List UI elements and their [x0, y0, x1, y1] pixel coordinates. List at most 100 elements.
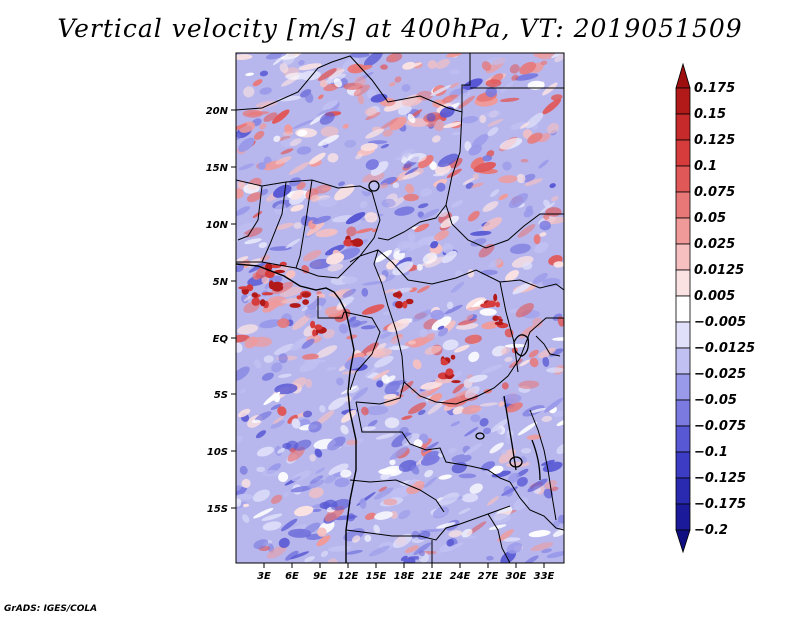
field-cell: [277, 318, 290, 329]
field-cell: [389, 116, 407, 131]
field-cell: [401, 415, 413, 420]
field-cell: [302, 410, 313, 418]
colorbar-cell: [675, 477, 691, 505]
colorbar-cell: [675, 113, 691, 141]
field-cell: [292, 314, 311, 330]
field-cell: [539, 220, 551, 231]
field-cell: [524, 178, 543, 187]
field-cell: [319, 79, 328, 88]
field-cell: [470, 230, 492, 236]
colorbar-cell: [675, 399, 691, 427]
field-cell: [273, 135, 281, 143]
field-cell: [473, 161, 497, 173]
field-cell: [520, 122, 530, 129]
field-cell: [420, 454, 440, 466]
lon-label-15e: 15E: [366, 571, 387, 582]
field-core: [451, 380, 461, 384]
field-cell: [346, 549, 363, 555]
field-cell: [424, 345, 442, 355]
field-cell: [355, 228, 374, 234]
credit-text: GrADS: IGES/COLA: [4, 604, 98, 614]
field-cell: [360, 142, 378, 152]
field-cell: [236, 264, 244, 273]
field-cell: [360, 342, 379, 357]
field-cell: [556, 443, 564, 455]
field-cell: [328, 463, 349, 476]
field-cell: [242, 227, 263, 238]
field-cell: [450, 91, 471, 105]
field-cell: [317, 196, 338, 208]
field-cell: [502, 537, 521, 542]
field-cell: [289, 138, 302, 147]
field-cell: [557, 316, 564, 327]
field-cell: [407, 152, 427, 163]
field-cell: [376, 380, 384, 388]
field-cell: [539, 232, 547, 237]
field-cell: [312, 508, 322, 513]
field-cell: [236, 232, 247, 243]
field-core: [301, 292, 311, 298]
field-cell: [529, 357, 539, 368]
field-cell: [342, 123, 349, 129]
lat-label-5s: 5S: [214, 390, 228, 401]
field-cell: [270, 494, 283, 504]
field-cell: [437, 153, 459, 168]
field-cell: [411, 309, 432, 322]
field-core: [405, 298, 414, 305]
field-cell: [381, 198, 396, 208]
field-cell: [391, 432, 413, 448]
lat-label-20n: 20N: [206, 106, 229, 117]
field-cell: [301, 306, 308, 312]
field-cell: [242, 514, 250, 523]
field-cell: [481, 364, 503, 374]
field-cell: [344, 139, 357, 148]
field-cell: [528, 349, 539, 358]
field-cell: [449, 82, 460, 89]
field-cell: [241, 294, 249, 304]
field-cell: [303, 522, 321, 534]
field-cell: [348, 316, 357, 323]
field-cell: [237, 180, 246, 190]
field-cell: [242, 109, 263, 118]
field-cell: [423, 476, 437, 488]
field-cell: [498, 175, 518, 184]
colorbar-cell: [675, 425, 691, 453]
field-core: [251, 292, 258, 298]
field-cell: [462, 78, 483, 91]
field-cell: [278, 136, 291, 141]
field-cell: [275, 222, 294, 230]
lon-label-30e: 30E: [506, 571, 527, 582]
field-cell: [282, 131, 294, 136]
field-cell: [542, 277, 561, 288]
colorbar-label-5: 0.05: [694, 211, 726, 226]
field-cell: [364, 212, 378, 223]
field-cell: [465, 314, 474, 321]
field-cell: [389, 446, 408, 460]
field-cell: [361, 280, 386, 286]
field-cell: [508, 472, 520, 483]
field-cell: [278, 353, 288, 364]
field-cell: [404, 545, 419, 554]
field-cell: [547, 123, 559, 134]
field-cell: [451, 200, 463, 208]
field-cell: [530, 542, 554, 552]
field-cell: [254, 411, 272, 422]
field-cell: [254, 359, 262, 369]
field-cell: [378, 486, 388, 492]
field-cell: [309, 258, 332, 270]
field-cell: [522, 173, 536, 183]
field-cell: [245, 72, 254, 76]
field-core: [480, 303, 492, 308]
field-cell: [372, 369, 390, 381]
field-cell: [370, 161, 389, 176]
field-cell: [298, 63, 322, 71]
field-cell: [501, 346, 511, 355]
colorbar-label-15: −0.125: [694, 471, 746, 486]
field-cell: [301, 264, 310, 274]
colorbar-cells: [675, 62, 691, 554]
field-cell: [532, 317, 543, 328]
field-cell: [435, 550, 443, 554]
field-cell: [365, 159, 379, 170]
field-cell: [427, 399, 446, 415]
field-cell: [349, 53, 370, 58]
